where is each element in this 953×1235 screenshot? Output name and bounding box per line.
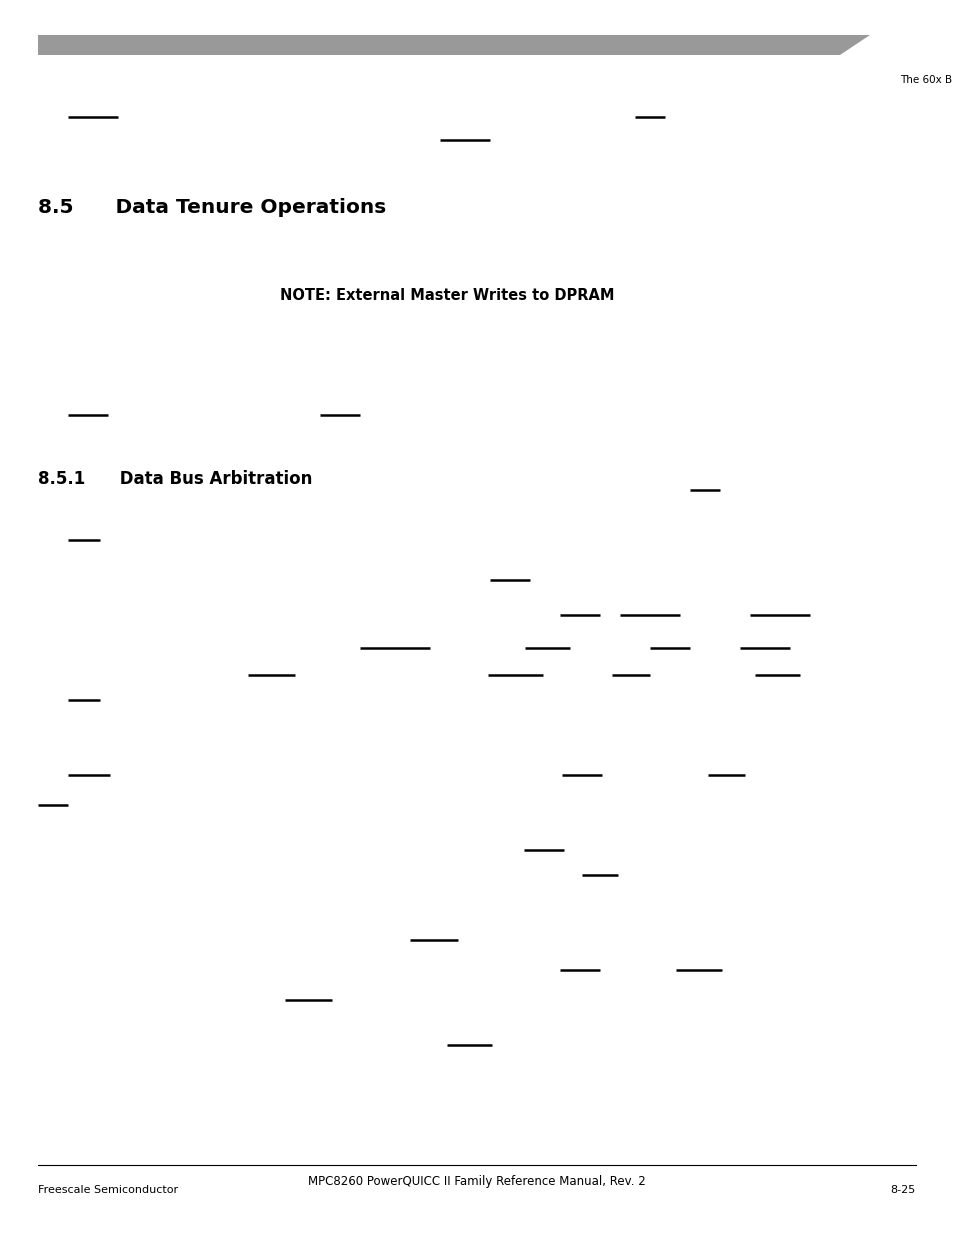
Text: 8-25: 8-25 [890, 1186, 915, 1195]
Polygon shape [38, 35, 869, 56]
Text: Freescale Semiconductor: Freescale Semiconductor [38, 1186, 178, 1195]
Text: 8.5      Data Tenure Operations: 8.5 Data Tenure Operations [38, 198, 386, 217]
Text: 8.5.1      Data Bus Arbitration: 8.5.1 Data Bus Arbitration [38, 471, 312, 488]
Text: The 60x Bus: The 60x Bus [899, 75, 953, 85]
Text: MPC8260 PowerQUICC II Family Reference Manual, Rev. 2: MPC8260 PowerQUICC II Family Reference M… [308, 1174, 645, 1188]
Text: NOTE: External Master Writes to DPRAM: NOTE: External Master Writes to DPRAM [279, 288, 614, 303]
